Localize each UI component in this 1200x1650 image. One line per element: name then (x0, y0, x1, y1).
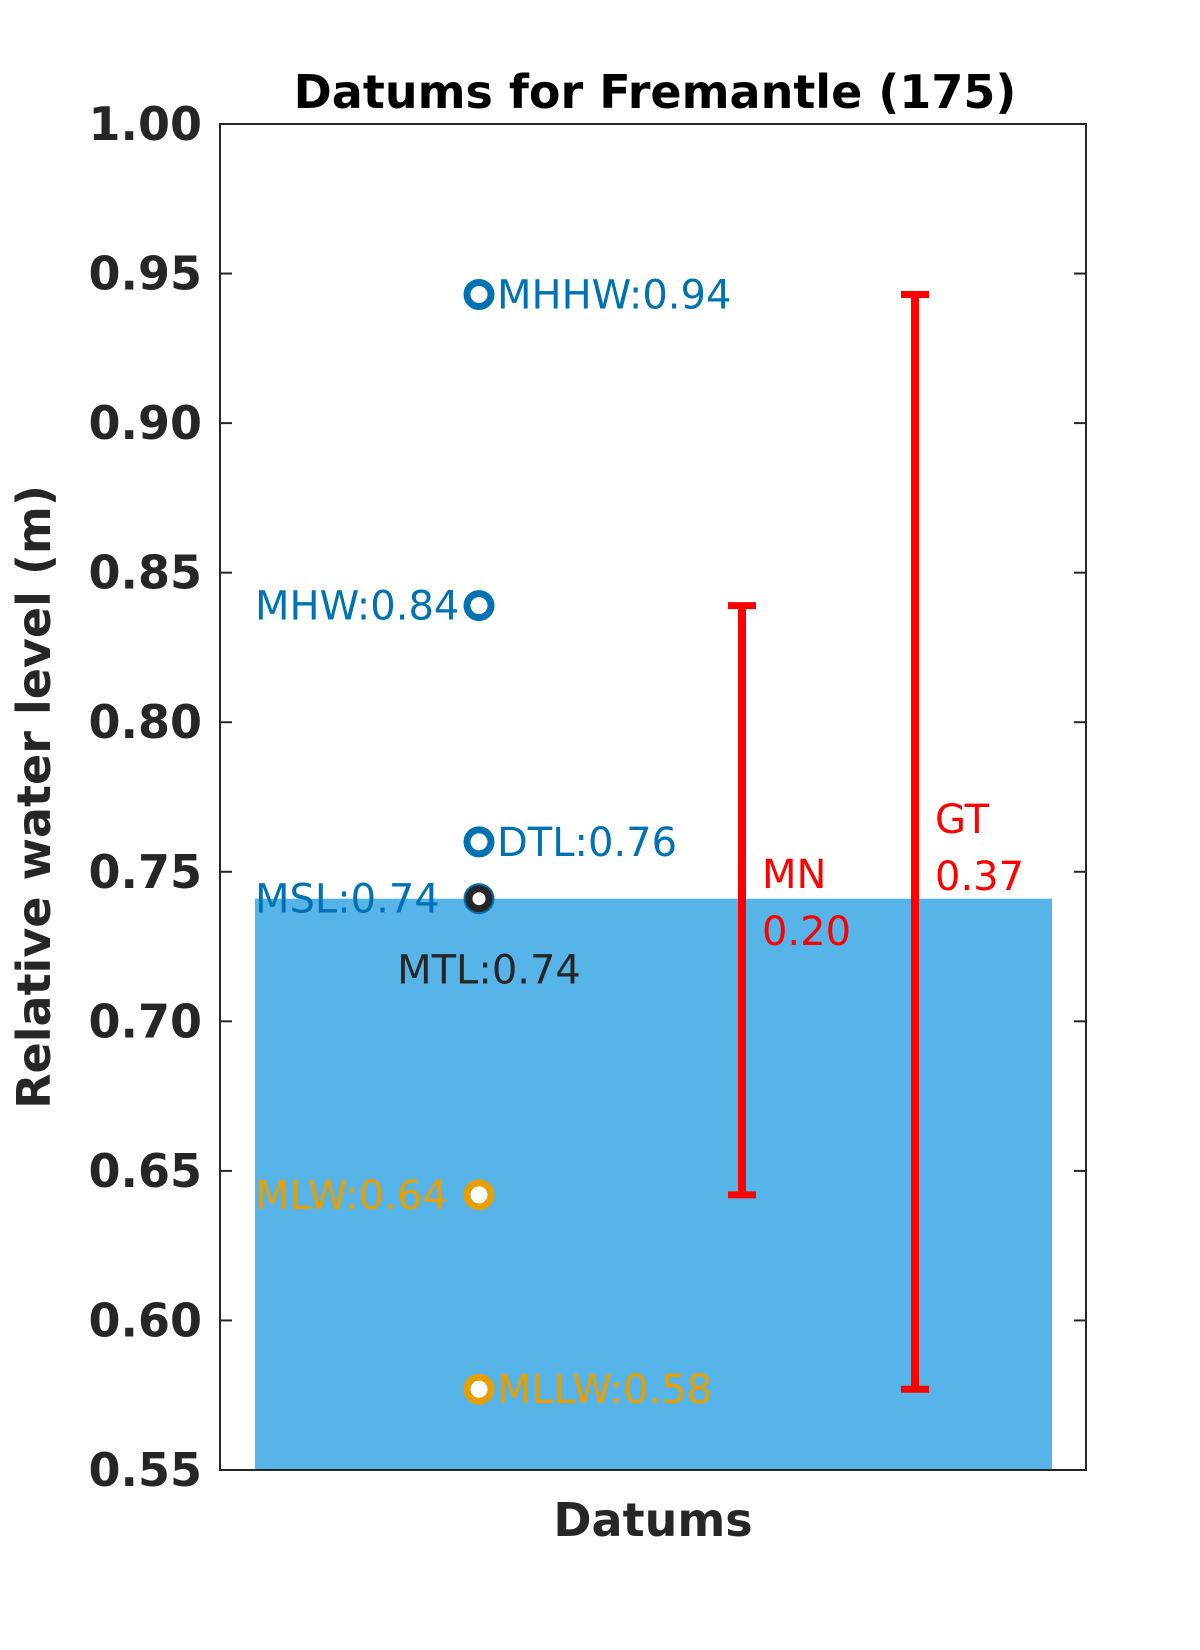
range-mn-name: MN (762, 852, 826, 898)
y-tick-label-7: 0.90 (89, 396, 203, 450)
datum-mllw-marker (463, 1373, 495, 1405)
datum-markers: MHHW:0.94 MHW:0.84 DTL:0.76 MSL:0.74 MTL:0.7… (255, 272, 731, 1413)
chart-title: Datums for Fremantle (175) (294, 65, 1017, 119)
range-gt-value: 0.37 (935, 854, 1024, 900)
datum-mllw: MLLW:0.58 (463, 1367, 712, 1413)
y-tick-label-3: 0.70 (89, 994, 203, 1048)
datum-mlw-label: MLW:0.64 (255, 1173, 448, 1219)
datum-dtl-marker (463, 826, 495, 858)
y-tick-label-1: 0.60 (89, 1293, 203, 1347)
range-gt: GT 0.37 (901, 290, 1024, 1393)
y-tick-label-9: 1.00 (89, 97, 203, 151)
range-mn-value: 0.20 (762, 909, 851, 955)
datum-mhw-label: MHW:0.84 (255, 584, 459, 630)
datum-mllw-label: MLLW:0.58 (497, 1367, 712, 1413)
datum-mtl-label: MTL:0.74 (397, 948, 581, 994)
range-mn: MN 0.20 (728, 602, 851, 1199)
datum-mhw: MHW:0.84 (255, 584, 495, 630)
datum-mtl-marker (465, 885, 493, 913)
datum-dtl-label: DTL:0.76 (497, 820, 677, 866)
tidal-ranges: MN 0.20 GT 0.37 (728, 290, 1024, 1393)
datum-msl-label: MSL:0.74 (255, 877, 440, 923)
datum-mhhw-marker (463, 278, 495, 310)
datum-mlw-marker (463, 1179, 495, 1211)
datum-mhhw: MHHW:0.94 (463, 272, 731, 318)
range-gt-name: GT (935, 797, 990, 843)
datum-mhhw-label: MHHW:0.94 (497, 272, 731, 318)
y-axis: 0.55 0.60 0.65 0.70 0.75 0.80 0.85 0.90 0.95 1.00 (89, 97, 1086, 1497)
datum-mhw-marker (463, 590, 495, 622)
y-tick-label-6: 0.85 (89, 546, 203, 600)
mean-water-level-fill (255, 898, 1052, 1470)
datum-mlw: MLW:0.64 (255, 1173, 495, 1219)
datum-mtl: MTL:0.74 (397, 885, 581, 994)
plot-frame (219, 123, 1087, 1471)
y-tick-label-8: 0.95 (89, 247, 203, 301)
datum-dtl: DTL:0.76 (463, 820, 677, 866)
y-axis-label: Relative water level (m) (7, 485, 61, 1109)
y-tick-label-2: 0.65 (89, 1144, 203, 1198)
y-tick-label-4: 0.75 (89, 845, 203, 899)
x-axis-label: Datums (553, 1493, 752, 1547)
y-tick-label-0: 0.55 (89, 1443, 203, 1497)
y-tick-label-5: 0.80 (89, 695, 203, 749)
